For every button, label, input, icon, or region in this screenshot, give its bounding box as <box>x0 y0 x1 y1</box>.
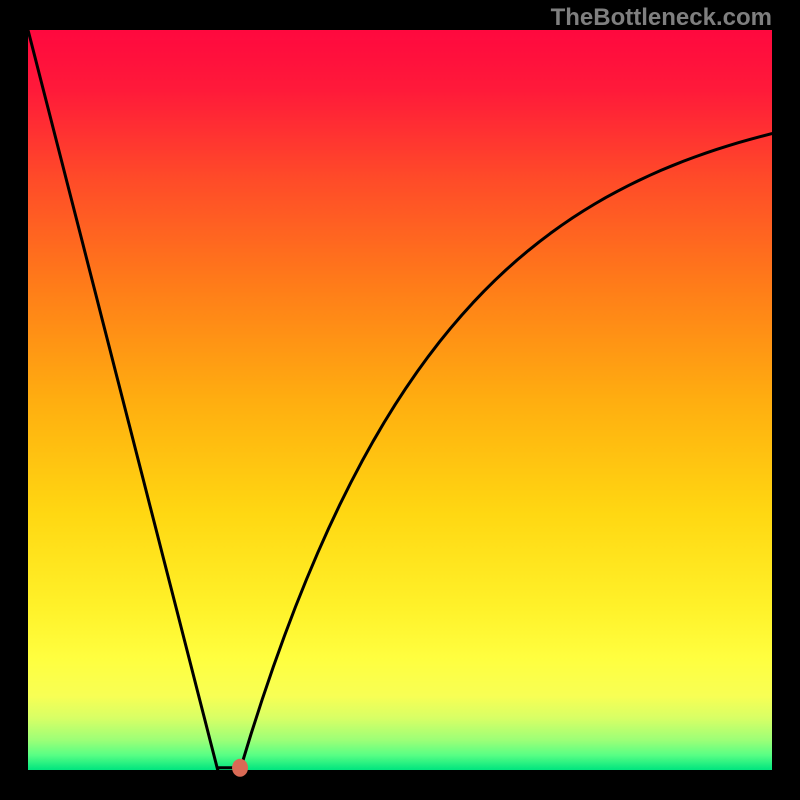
watermark-text: TheBottleneck.com <box>551 4 772 32</box>
optimum-marker <box>0 0 800 800</box>
chart-frame: TheBottleneck.com <box>0 0 800 800</box>
